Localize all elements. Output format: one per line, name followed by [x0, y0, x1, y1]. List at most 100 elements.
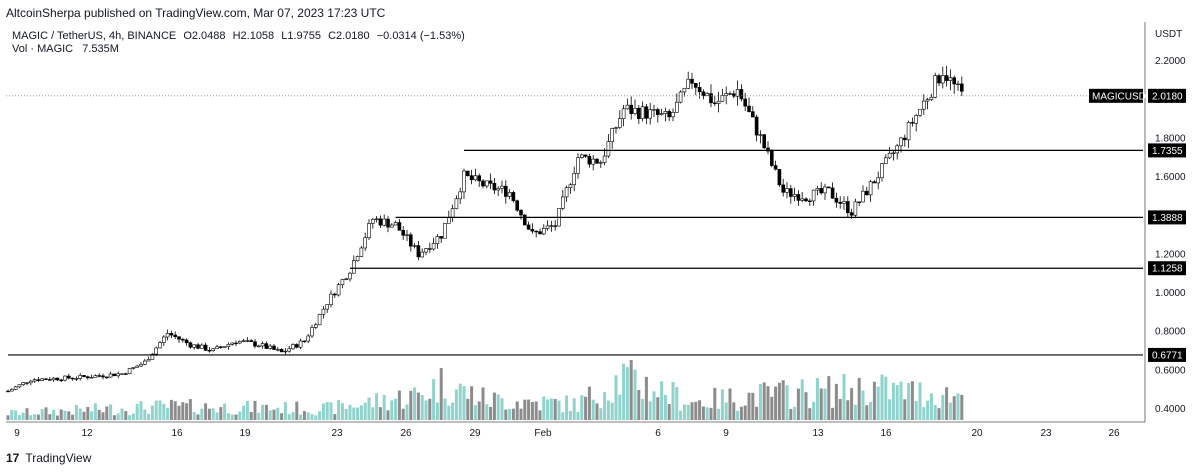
candle-body — [446, 217, 451, 224]
volume-bar — [747, 392, 751, 420]
volume-bar — [67, 411, 71, 420]
candle-body — [169, 333, 174, 336]
time-tick-label: 6 — [655, 428, 661, 439]
volume-bar — [226, 413, 230, 420]
volume-bar — [907, 382, 911, 420]
candle-body — [500, 185, 504, 189]
volume-bar — [618, 394, 622, 420]
candle-body — [203, 344, 208, 351]
candle-body — [515, 200, 520, 211]
time-tick-label: 16 — [880, 428, 892, 439]
volume-bar — [192, 412, 196, 420]
volume-bar — [504, 409, 508, 420]
volume-bar — [831, 407, 835, 420]
volume-bar — [937, 408, 941, 420]
volume-bar — [857, 377, 861, 420]
candle-body — [219, 346, 223, 348]
candle-body — [940, 75, 945, 84]
volume-bar — [71, 414, 75, 420]
footer-brand[interactable]: 17 TradingView — [6, 451, 91, 465]
volume-bar — [223, 403, 227, 420]
candle-body — [283, 350, 288, 353]
volume-bar — [492, 392, 496, 420]
candle-body — [25, 382, 29, 384]
candle-body — [462, 170, 466, 193]
level-price-tag — [1148, 210, 1186, 225]
candle-body — [507, 192, 512, 197]
candle-body — [238, 340, 242, 344]
candle-body — [344, 278, 349, 281]
candle-body — [724, 93, 729, 96]
volume-bar — [530, 401, 534, 420]
candle-body — [21, 382, 26, 385]
volume-bar — [74, 404, 78, 420]
price-tick-label: 1.6000 — [1155, 172, 1186, 183]
volume-bar — [587, 386, 591, 420]
volume-bar — [352, 407, 356, 420]
price-tags: 1.7355 1.3888 1.1258 0.6771 MAGICUSDT 2.0180 — [1089, 88, 1186, 362]
time-axis[interactable]: 9 12 16 19 23 26 29 Feb 6 9 13 16 20 23 26 — [14, 428, 1120, 439]
volume-bar — [842, 373, 846, 420]
candle-body — [754, 116, 759, 136]
low-value: L1.9755 — [281, 30, 321, 42]
support-levels — [8, 149, 1143, 356]
candle-body — [944, 75, 949, 81]
volume-bar — [420, 395, 424, 420]
candle-body — [887, 152, 892, 159]
candle-body — [720, 95, 725, 102]
candle-body — [937, 75, 941, 84]
volume-bar — [819, 388, 823, 420]
candle-body — [553, 225, 558, 227]
volume-bar — [337, 400, 341, 420]
candle-body — [332, 293, 337, 296]
volume-bar — [473, 405, 477, 420]
candle-body — [51, 377, 56, 381]
candle-body — [291, 344, 295, 350]
volume-bar — [230, 414, 234, 420]
volume-bar — [736, 410, 740, 420]
candle-body — [131, 367, 136, 369]
candle-body — [279, 349, 284, 353]
candle-body — [59, 379, 64, 382]
candle-body — [488, 180, 493, 184]
candle-body — [712, 102, 717, 104]
open-value: O2.0488 — [183, 30, 226, 42]
volume-bar — [378, 407, 382, 420]
candle-body — [484, 180, 489, 187]
candle-body — [842, 201, 846, 204]
candle-body — [519, 209, 523, 216]
candle-body — [200, 344, 204, 349]
candle-body — [348, 272, 352, 280]
candle-body — [857, 201, 862, 203]
volume-bar — [405, 404, 409, 420]
candle-body — [910, 122, 915, 124]
volume-bar — [257, 412, 261, 420]
current-price-label: 2.0180 — [1152, 91, 1183, 102]
volume-bar — [781, 380, 785, 420]
volume-bar — [147, 413, 151, 420]
candle-body — [454, 198, 459, 209]
volume-bar — [895, 385, 899, 420]
candle-body — [868, 181, 873, 196]
candle-body — [785, 188, 789, 193]
candle-body — [579, 154, 584, 158]
symbol-name[interactable]: MAGIC / TetherUS, 4h, BINANCE — [12, 30, 177, 42]
candle-body — [439, 236, 444, 239]
candle-body — [17, 384, 22, 388]
volume-bar — [325, 402, 329, 420]
candle-body — [401, 230, 406, 236]
volume-bar — [667, 404, 671, 420]
candle-body — [747, 105, 751, 112]
candle-body — [181, 338, 185, 341]
volume-bar — [557, 400, 561, 420]
candle-body — [74, 378, 79, 380]
candle-body — [154, 347, 158, 355]
volume-bar — [948, 402, 952, 420]
volume-bar — [572, 398, 576, 420]
candle-body — [534, 230, 539, 233]
volume-bar — [432, 379, 436, 420]
candle-body — [408, 234, 413, 247]
candle-body — [158, 342, 162, 349]
volume-bar — [154, 400, 158, 420]
